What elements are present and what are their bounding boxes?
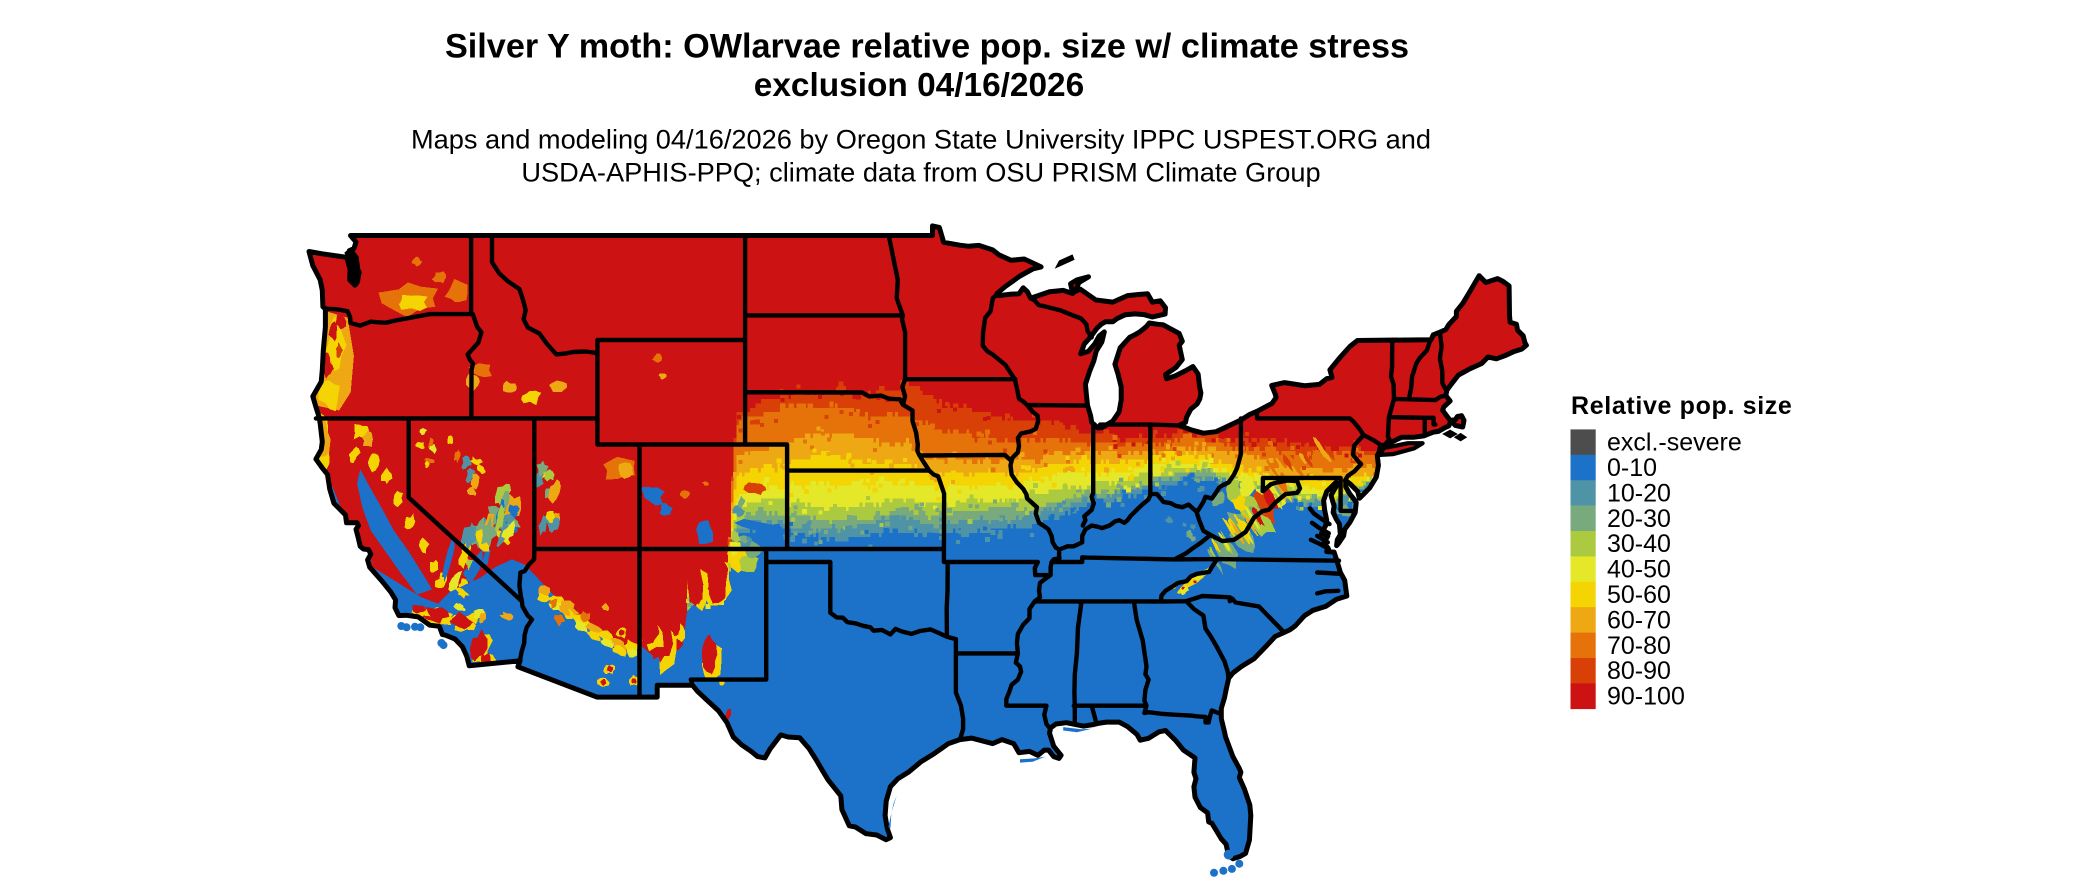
svg-text:90-100: 90-100 [1607, 683, 1685, 711]
svg-text:USDA-APHIS-PPQ; climate data f: USDA-APHIS-PPQ; climate data from OSU PR… [521, 157, 1320, 188]
svg-text:exclusion 04/16/2026: exclusion 04/16/2026 [754, 67, 1084, 104]
svg-text:50-60: 50-60 [1607, 581, 1671, 609]
svg-text:10-20: 10-20 [1607, 479, 1671, 507]
svg-text:80-90: 80-90 [1607, 657, 1671, 685]
svg-text:0-10: 0-10 [1607, 454, 1657, 482]
svg-text:Silver Y moth: OWlarvae relati: Silver Y moth: OWlarvae relative pop. si… [445, 28, 1409, 66]
svg-text:Relative pop. size: Relative pop. size [1571, 392, 1793, 420]
svg-text:30-40: 30-40 [1607, 530, 1671, 558]
svg-text:40-50: 40-50 [1607, 556, 1671, 584]
svg-text:excl.-severe: excl.-severe [1607, 429, 1742, 457]
svg-text:60-70: 60-70 [1607, 606, 1671, 634]
svg-text:20-30: 20-30 [1607, 505, 1671, 533]
svg-text:70-80: 70-80 [1607, 632, 1671, 660]
svg-text:Maps and modeling 04/16/2026 b: Maps and modeling 04/16/2026 by Oregon S… [411, 123, 1431, 154]
